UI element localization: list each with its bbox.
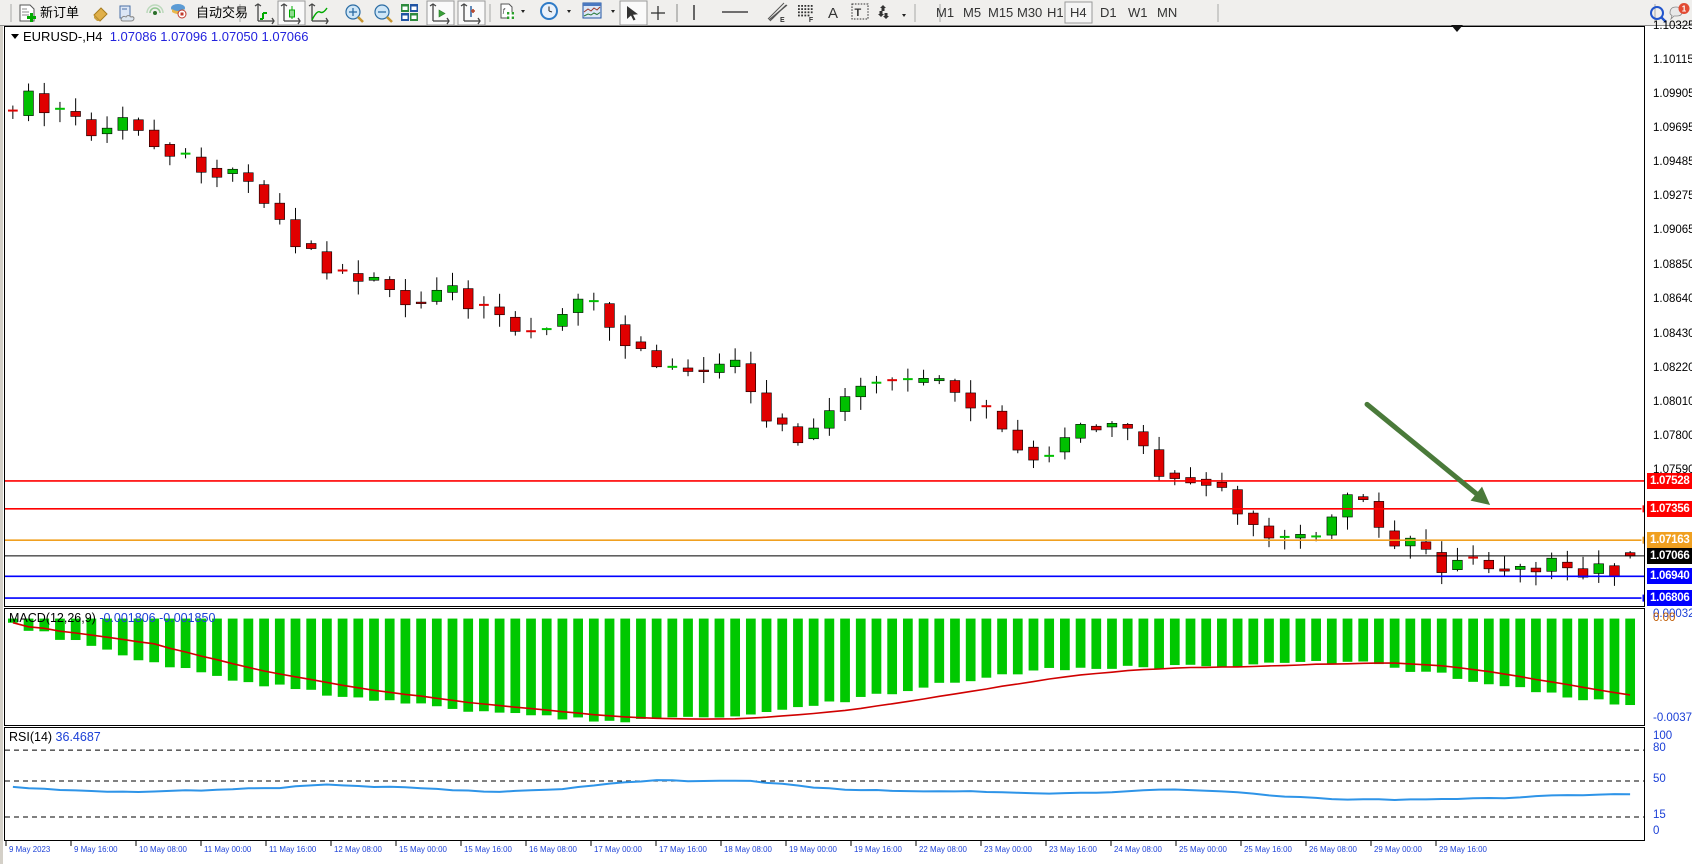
svg-text:M30: M30: [1017, 5, 1042, 20]
svg-text:D1: D1: [1100, 5, 1117, 20]
svg-text:M1: M1: [936, 5, 954, 20]
svg-text:M15: M15: [988, 5, 1013, 20]
svg-text:T: T: [855, 7, 862, 19]
svg-text:A: A: [828, 5, 838, 22]
svg-text:新订单: 新订单: [40, 5, 79, 20]
svg-text:H4: H4: [1070, 5, 1087, 20]
svg-text:E: E: [780, 17, 785, 24]
svg-text:MN: MN: [1157, 5, 1177, 20]
svg-text:M5: M5: [963, 5, 981, 20]
svg-text:H1: H1: [1047, 5, 1064, 20]
svg-text:W1: W1: [1128, 5, 1148, 20]
svg-text:1: 1: [1682, 4, 1687, 13]
svg-text:F: F: [809, 17, 814, 24]
svg-text:自动交易: 自动交易: [196, 5, 248, 20]
